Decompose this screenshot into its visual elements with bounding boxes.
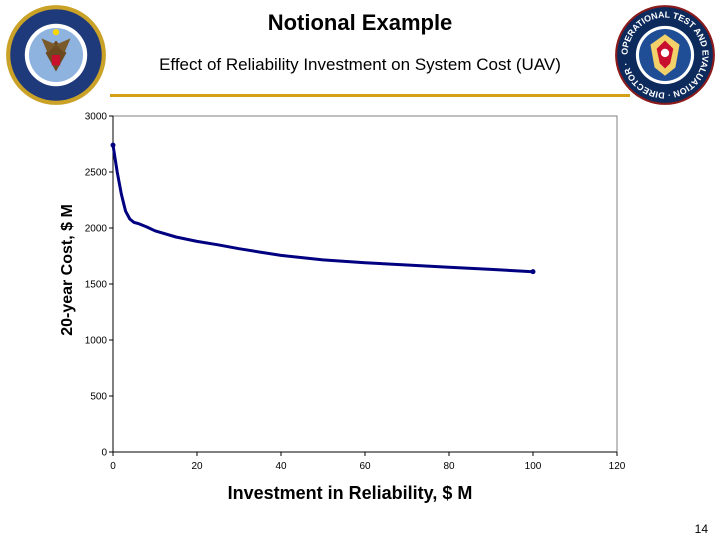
x-axis-label: Investment in Reliability, $ M [227,483,473,503]
department-of-defense-seal [6,5,106,105]
plot-area-frame [112,115,618,453]
y-tick-label: 2500 [85,168,108,179]
y-axis-label: 20-year Cost, $ M [59,204,76,336]
x-tick-label: 40 [275,461,287,472]
slide-subtitle: Effect of Reliability Investment on Syst… [159,55,561,74]
y-tick-label: 0 [101,448,107,459]
y-tick-label: 500 [90,392,107,403]
x-tick-label: 60 [359,461,371,472]
x-tick-label: 100 [525,461,542,472]
data-point-start [110,142,116,148]
y-tick-label: 3000 [85,112,108,123]
series-line [111,143,535,274]
operational-test-and-evaluation-director-seal: OPERATIONAL TEST AND EVALUATION · DIRECT… [615,5,715,105]
x-tick-label: 80 [443,461,455,472]
y-tick-label: 1500 [85,280,108,291]
x-tick-label: 120 [609,461,626,472]
slide-title: Notional Example [267,10,453,35]
y-tick-label: 2000 [85,224,108,235]
x-tick-label: 20 [191,461,203,472]
page-number: 14 [694,522,708,536]
data-point-end [530,269,536,275]
x-tick-label: 0 [110,461,116,472]
y-tick-label: 1000 [85,336,108,347]
title-divider [110,94,630,97]
